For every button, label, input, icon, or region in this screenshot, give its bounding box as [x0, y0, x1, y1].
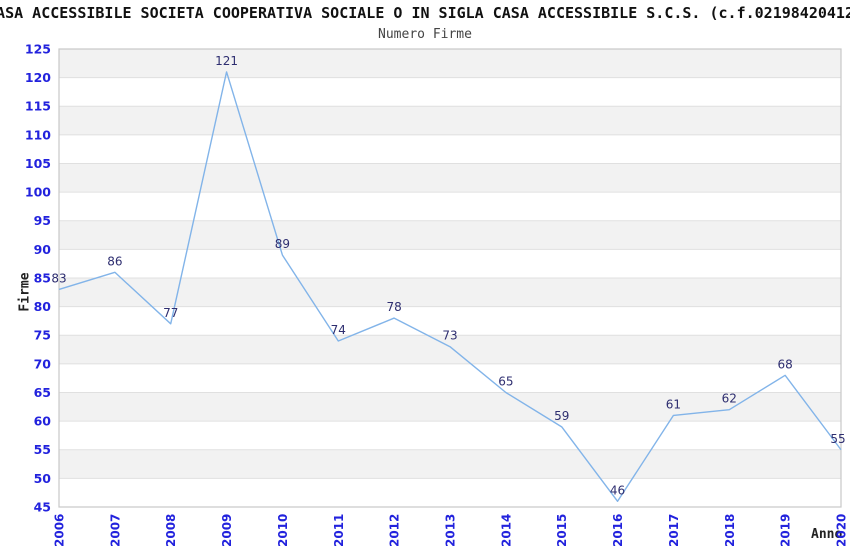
y-tick-label: 100: [25, 185, 51, 200]
y-tick-label: 115: [25, 99, 51, 114]
data-point-label: 73: [442, 329, 457, 343]
y-tick-label: 65: [34, 385, 51, 400]
page-title-text: CASA ACCESSIBILE SOCIETA COOPERATIVA SOC…: [0, 4, 850, 22]
plot-band: [59, 392, 841, 422]
plot-band: [59, 220, 841, 250]
plot-band: [59, 163, 841, 193]
y-tick-label: 45: [34, 499, 51, 514]
x-tick-label: 2007: [108, 514, 122, 547]
data-point-label: 61: [666, 397, 681, 411]
x-tick-label: 2018: [723, 514, 737, 547]
data-point-label: 121: [215, 54, 238, 68]
y-tick-label: 60: [34, 414, 52, 429]
x-tick-label: 2009: [220, 514, 234, 547]
data-point-label: 62: [722, 392, 737, 406]
x-tick-label: 2010: [276, 514, 290, 547]
page-title: CASA ACCESSIBILE SOCIETA COOPERATIVA SOC…: [0, 4, 850, 23]
plot-band: [59, 49, 841, 78]
plot-band: [59, 449, 841, 479]
x-axis-title: Anno: [811, 527, 843, 542]
x-tick-label: 2011: [332, 514, 346, 547]
data-point-label: 83: [51, 271, 66, 285]
x-tick-label: 2019: [779, 514, 793, 547]
plot-border: [58, 48, 842, 508]
x-tick-label: 2008: [164, 514, 178, 547]
y-tick-label: 110: [25, 127, 51, 142]
x-tick-label: 2012: [388, 514, 402, 547]
x-tick-label: 2020: [835, 514, 849, 547]
y-tick-label: 120: [25, 70, 51, 85]
y-tick-label: 50: [34, 471, 52, 486]
y-tick-label: 125: [25, 41, 51, 56]
data-point-label: 55: [830, 432, 845, 446]
y-tick-label: 105: [25, 156, 51, 171]
plot-band: [59, 335, 841, 364]
y-tick-label: 70: [34, 356, 52, 371]
x-tick-label: 2017: [667, 514, 681, 547]
data-point-label: 89: [275, 237, 290, 251]
data-point-label: 46: [610, 483, 625, 497]
data-point-label: 78: [386, 300, 401, 314]
plot-band: [59, 278, 841, 307]
data-point-label: 68: [777, 357, 792, 371]
y-tick-label: 55: [34, 442, 51, 457]
plot-band: [59, 106, 841, 135]
data-point-label: 74: [331, 323, 346, 337]
y-tick-label: 90: [34, 242, 52, 257]
x-tick-label: 2014: [499, 514, 513, 547]
x-tick-label: 2015: [555, 514, 569, 547]
y-tick-label: 80: [34, 299, 52, 314]
y-tick-label: 95: [34, 213, 51, 228]
x-tick-label: 2013: [444, 514, 458, 547]
data-point-label: 86: [107, 254, 122, 268]
data-point-label: 59: [554, 409, 569, 423]
series-line: [58, 71, 842, 502]
x-tick-label: 2006: [53, 514, 67, 547]
chart-subtitle: Numero Firme: [378, 27, 472, 42]
x-tick-label: 2016: [611, 514, 625, 547]
data-point-label: 77: [163, 306, 178, 320]
data-point-label: 65: [498, 375, 513, 389]
y-tick-label: 75: [34, 328, 51, 343]
y-tick-label: 85: [34, 270, 51, 285]
